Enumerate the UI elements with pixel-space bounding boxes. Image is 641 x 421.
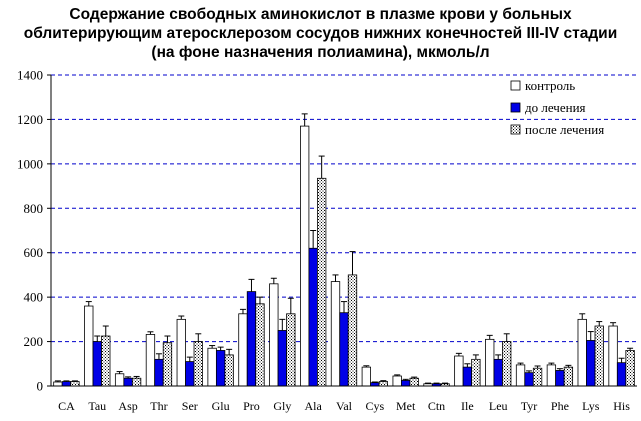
bar-control (392, 375, 402, 387)
bar-after-treatment (378, 381, 388, 387)
x-tick-label: Met (396, 399, 416, 413)
bar-before-treatment (61, 381, 72, 387)
bar-after-treatment (131, 377, 142, 387)
bar-after-treatment (286, 313, 296, 387)
legend-swatch (510, 102, 521, 113)
x-tick-label: Tyr (521, 399, 538, 413)
y-tick-label: 0 (37, 379, 44, 394)
bar-before-treatment (215, 350, 226, 387)
bar-control (546, 364, 557, 387)
bar-control (300, 125, 310, 387)
y-tick-label: 1000 (17, 156, 43, 171)
bar-before-treatment (493, 358, 503, 387)
bar-before-treatment (92, 341, 102, 387)
bar-before-treatment (339, 312, 349, 387)
bar-after-treatment (532, 367, 543, 387)
x-tick-label: Pro (243, 399, 260, 413)
bar-after-treatment (409, 377, 419, 387)
bar-after-treatment (193, 341, 203, 387)
bar-after-treatment (471, 358, 481, 387)
x-tick-label: His (613, 399, 630, 413)
bar-after-treatment (347, 274, 358, 387)
bar-after-treatment (502, 341, 512, 387)
bar-after-treatment (317, 177, 327, 387)
legend-swatch (510, 124, 521, 135)
bar-before-treatment (401, 380, 411, 387)
x-tick-label: Ala (304, 399, 322, 413)
bar-control (145, 334, 156, 387)
bar-before-treatment (308, 247, 318, 387)
bar-before-treatment (154, 358, 164, 387)
y-tick-label: 400 (24, 290, 44, 305)
x-tick-label: Leu (489, 399, 508, 413)
legend-label: после лечения (525, 122, 604, 137)
y-tick-label: 800 (24, 201, 44, 216)
x-tick-label: Val (336, 399, 353, 413)
bar-after-treatment (625, 350, 635, 387)
x-tick-label: Tau (88, 399, 106, 413)
bar-control (515, 364, 526, 387)
x-tick-label: Phe (551, 399, 569, 413)
bar-control (176, 318, 186, 387)
bar-control (608, 325, 618, 387)
x-tick-label: Ile (461, 399, 474, 413)
bar-control (84, 305, 94, 387)
bar-after-treatment (70, 381, 80, 387)
legend-label: до лечения (525, 100, 586, 115)
bar-control (577, 318, 587, 387)
legend-swatch (510, 80, 521, 91)
bar-control (238, 313, 248, 387)
chart-title-line-2: облитерирующим атеросклерозом сосудов ни… (23, 25, 618, 42)
bar-after-treatment (101, 335, 111, 387)
bar-before-treatment (277, 330, 287, 387)
bar-after-treatment (224, 354, 234, 387)
bar-before-treatment (123, 377, 133, 387)
bar-before-treatment (555, 370, 565, 387)
bar-before-treatment (616, 362, 627, 387)
bar-control (361, 366, 371, 387)
bar-before-treatment (586, 340, 596, 387)
y-tick-label: 1400 (17, 68, 43, 83)
x-tick-label: Asp (118, 399, 137, 413)
bar-after-treatment (594, 325, 604, 387)
bar-control (485, 338, 495, 387)
bar-after-treatment (255, 303, 265, 387)
bar-control (330, 281, 341, 387)
bar-control (114, 373, 125, 387)
bar-before-treatment (246, 291, 257, 387)
bar-control (269, 283, 279, 387)
bar-before-treatment (524, 372, 534, 387)
bar-control (207, 347, 217, 387)
chart-title-line-3: (на фоне назначения полиамина), мкмоль/л (151, 44, 490, 61)
chart-title-line-1: Содержание свободных аминокислот в плазм… (69, 6, 572, 23)
bar-control (53, 381, 63, 387)
x-tick-label: Lys (582, 399, 600, 413)
bar-before-treatment (185, 361, 195, 387)
y-tick-label: 1200 (17, 112, 43, 127)
y-tick-label: 200 (24, 334, 44, 349)
x-tick-label: Thr (150, 399, 167, 413)
bar-after-treatment (563, 366, 574, 387)
x-tick-label: Ser (182, 399, 198, 413)
legend-label: контроль (525, 78, 575, 93)
bars (53, 113, 635, 387)
x-tick-label: Gly (273, 399, 291, 413)
axes: 0 200 400 600 800 1000 1200 1400 CA Tau Asp Thr Ser G… (17, 68, 637, 413)
bar-before-treatment (462, 366, 473, 387)
y-tick-label: 600 (24, 245, 44, 260)
x-tick-label: Ctn (428, 399, 445, 413)
x-tick-label: Cys (365, 399, 384, 413)
x-tick-label: CA (58, 399, 75, 413)
x-tick-label: Glu (212, 399, 230, 413)
legend: контроль до лечения после лечения (510, 78, 604, 137)
bar-control (454, 355, 464, 387)
bar-after-treatment (162, 342, 173, 387)
